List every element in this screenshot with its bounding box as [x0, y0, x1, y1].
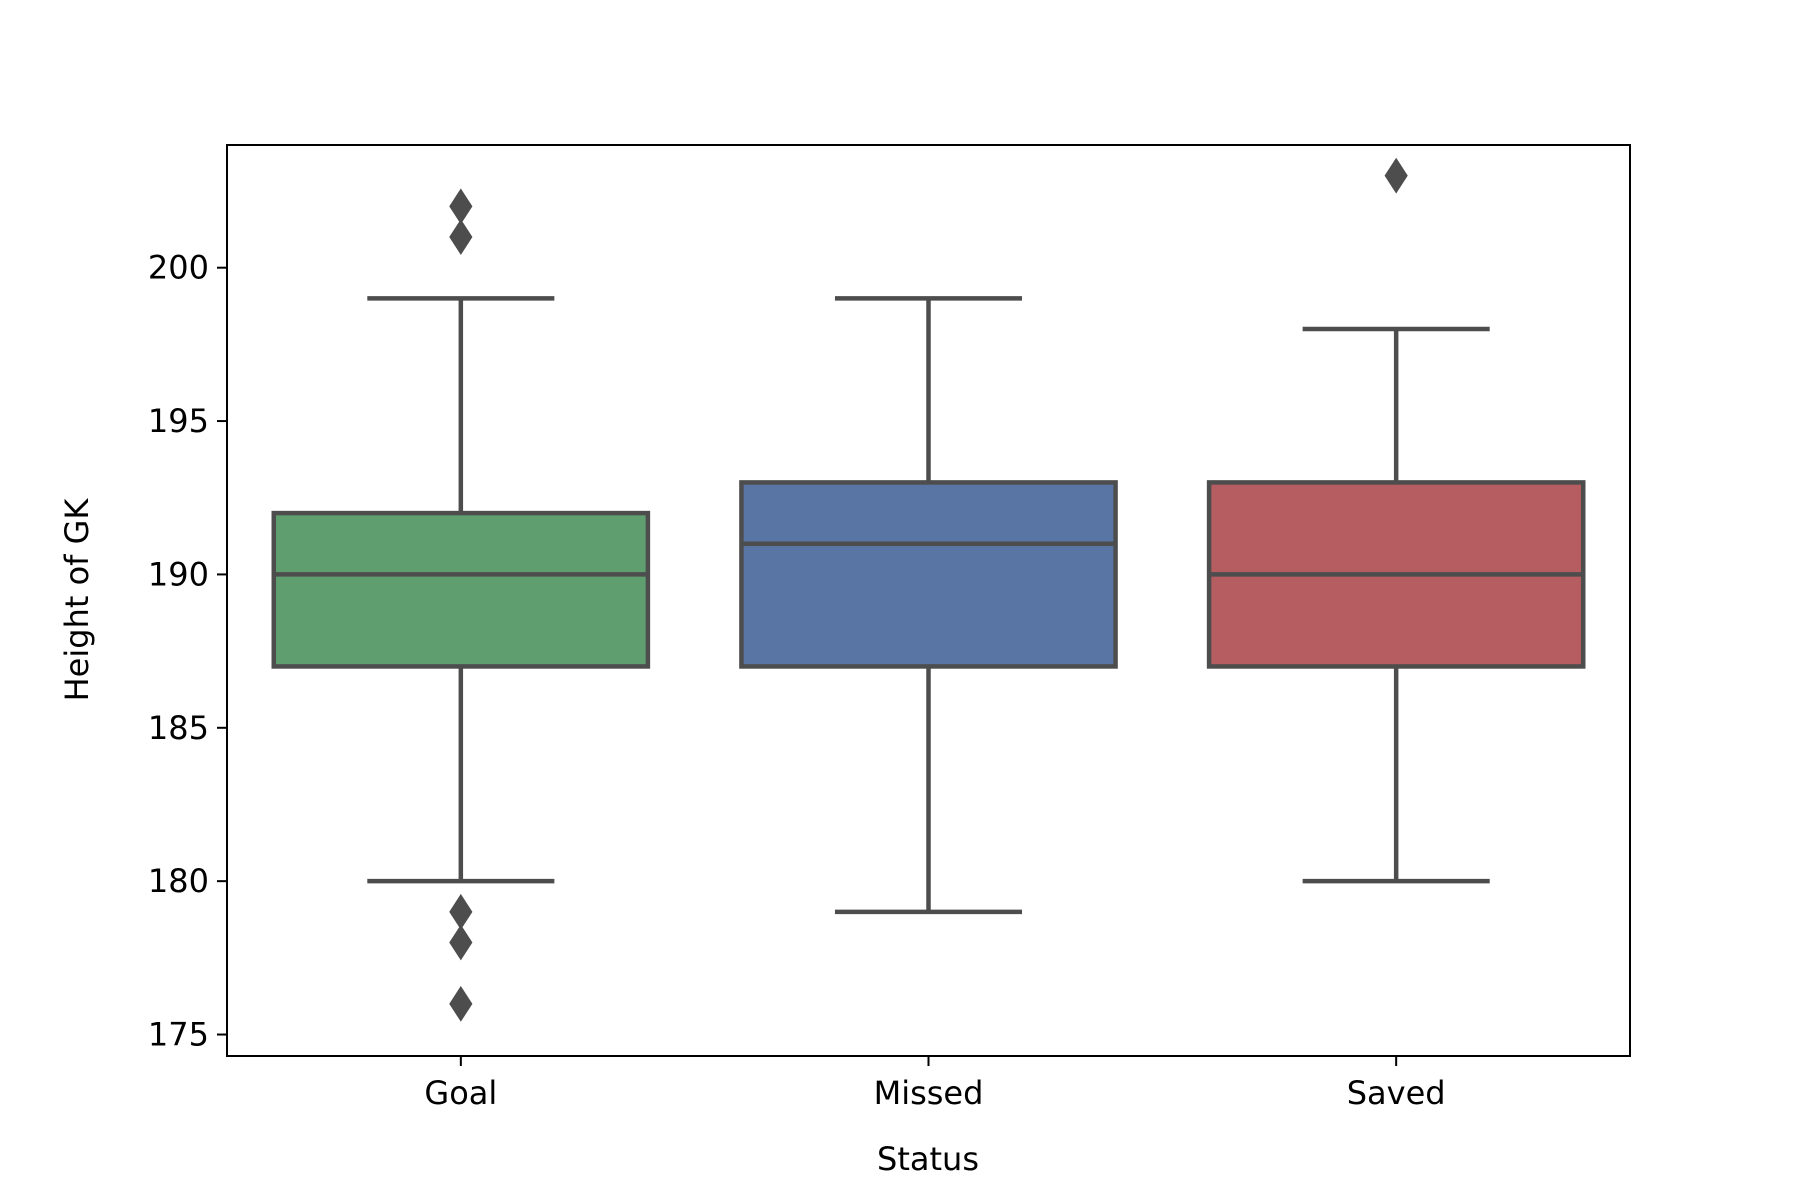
x-tick-label: Saved: [1347, 1074, 1446, 1112]
x-tick-label: Missed: [874, 1074, 984, 1112]
y-axis-label: Height of GK: [58, 498, 96, 702]
outlier-point: [449, 924, 473, 961]
plot-frame: [226, 144, 1631, 1057]
axes-layer: 175 180 185 190 195 200 Goal Missed Saved: [148, 249, 1446, 1112]
y-tick-label: 175: [148, 1016, 209, 1054]
box-group-saved: [1206, 157, 1586, 884]
box-iqr: [271, 510, 651, 669]
x-axis-label: Status: [877, 1140, 979, 1178]
y-tick-label: 180: [148, 862, 209, 900]
box-iqr: [739, 480, 1118, 669]
outlier-point: [449, 985, 473, 1022]
outlier-point: [1384, 157, 1408, 194]
y-tick-label: 190: [148, 555, 209, 593]
x-tick-label: Goal: [424, 1074, 497, 1112]
box-group-goal: [271, 188, 651, 1022]
box-group-missed: [739, 296, 1118, 915]
y-tick-label: 195: [148, 402, 209, 440]
outlier-point: [449, 219, 473, 255]
marks-layer: [271, 157, 1586, 1022]
y-tick-label: 200: [148, 249, 209, 287]
y-tick-label: 185: [148, 709, 209, 747]
